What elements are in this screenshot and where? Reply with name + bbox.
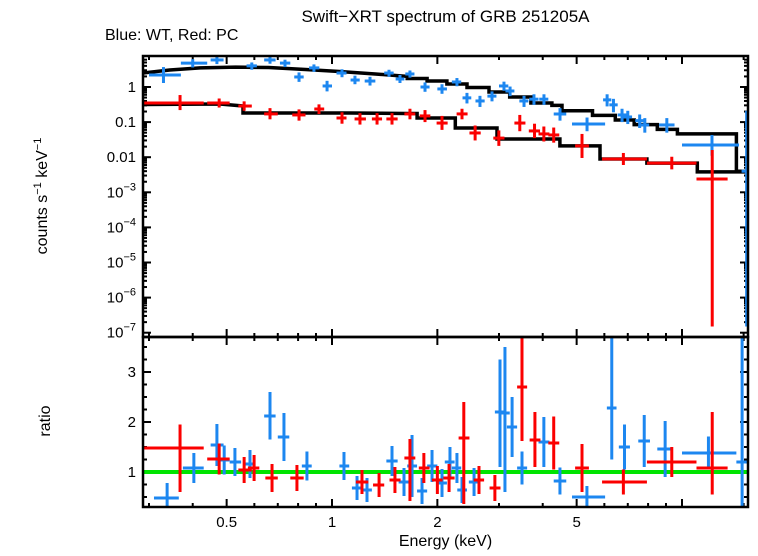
pc-spectrum-series <box>143 95 728 327</box>
ratio-tick-label: 3 <box>128 364 136 381</box>
y-tick-label: 0.01 <box>107 149 136 166</box>
y-tick-label: 10−5 <box>107 252 136 272</box>
chart-title: Swift−XRT spectrum of GRB 251205A <box>301 7 590 26</box>
x-tick-label: 0.5 <box>216 514 237 531</box>
wt-spectrum-series <box>148 56 748 327</box>
pc-model-line <box>143 102 748 174</box>
x-axis-label-energy: Energy (keV) <box>398 533 493 550</box>
x-tick-label: 1 <box>328 514 336 531</box>
y-tick-label: 10−3 <box>107 181 136 201</box>
spectrum-panel-frame <box>141 54 750 339</box>
y-tick-label: 10−7 <box>107 322 136 342</box>
ratio-tick-label: 1 <box>128 464 136 481</box>
x-tick-label: 5 <box>572 514 580 531</box>
ratio-tick-label: 2 <box>128 414 136 431</box>
wt-ratio-series <box>153 337 748 507</box>
y-tick-label: 1 <box>128 79 136 96</box>
y-tick-label: 0.1 <box>115 114 136 131</box>
chart-subtitle: Blue: WT, Red: PC <box>105 27 239 44</box>
y-tick-label: 10−6 <box>107 287 136 307</box>
pc-ratio-series <box>143 337 728 504</box>
ratio-panel-frame <box>141 335 750 509</box>
y-tick-label: 10−4 <box>107 216 136 236</box>
x-tick-label: 2 <box>433 514 441 531</box>
wt-model-line <box>143 65 748 173</box>
tick-labels: 0.5 1 2 5 1 0.1 0.01 10−3 10−4 10−5 10−6 10−7 1 2 3 <box>107 79 581 531</box>
